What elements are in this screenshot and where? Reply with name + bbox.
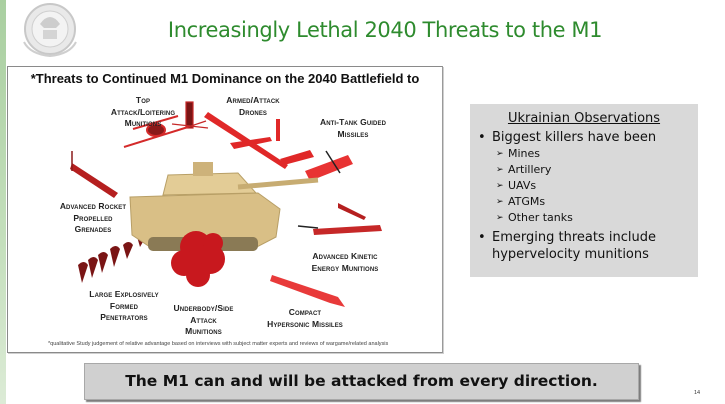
- figure-title: *Threats to Continued M1 Dominance on th…: [30, 71, 420, 86]
- observation-subitem: ➢ ATGMs: [496, 195, 546, 208]
- label-underbody-side-attack: Underbody/Side Attack Munitions: [173, 303, 234, 336]
- arrow-bullet-icon: ➢: [496, 213, 504, 223]
- arrow-bullet-icon: ➢: [496, 149, 504, 159]
- threat-graphics: [70, 101, 382, 307]
- label-top-attack-munitions: Top Attack/Loitering Munitions: [110, 95, 176, 128]
- page-number: 14: [694, 390, 701, 396]
- observation-bullet: • Emerging threats include hypervelocity…: [478, 230, 656, 262]
- label-advanced-kinetic-energy-munitions: Advanced Kinetic Energy Munitions: [311, 251, 379, 273]
- observation-subitem: ➢ Artillery: [496, 163, 552, 176]
- arrow-bullet-icon: ➢: [496, 165, 504, 175]
- arrow-bullet-icon: ➢: [496, 181, 504, 191]
- threat-figure: *Threats to Continued M1 Dominance on th…: [7, 66, 443, 353]
- observation-bullet: • Biggest killers have been: [478, 130, 657, 145]
- observation-subitem: ➢ UAVs: [496, 179, 537, 192]
- figure-footnote: *qualitative Study judgement of relative…: [48, 341, 389, 347]
- label-armed-attack-drones: Armed/Attack Drones: [226, 95, 280, 117]
- left-accent-bar: [0, 0, 6, 404]
- observations-title: Ukrainian Observations: [507, 111, 661, 126]
- label-large-efp: Large Explosively Formed Penetrators: [89, 289, 159, 322]
- ukrainian-observations-box: Ukrainian Observations • Biggest killers…: [470, 104, 698, 277]
- tank-image: [129, 162, 319, 251]
- label-anti-tank-guided-missiles: Anti-Tank Guided Missiles: [319, 117, 387, 139]
- army-science-board-logo: [23, 3, 77, 58]
- bullet-dot-icon: •: [478, 230, 486, 245]
- callout-banner: The M1 can and will be attacked from eve…: [84, 363, 639, 400]
- observations-list: • Biggest killers have been ➢ Mines ➢ Arti…: [470, 129, 698, 263]
- label-advanced-rpg: Advanced Rocket Propelled Grenades: [59, 201, 127, 234]
- observation-subitem: ➢ Mines: [496, 147, 541, 160]
- observation-subitem: ➢ Other tanks: [496, 211, 573, 224]
- arrow-bullet-icon: ➢: [496, 197, 504, 207]
- slide-title: Increasingly Lethal 2040 Threats to the …: [167, 18, 603, 42]
- bullet-dot-icon: •: [478, 130, 486, 145]
- label-compact-hypersonic-missiles: Compact Hypersonic Missiles: [267, 307, 343, 329]
